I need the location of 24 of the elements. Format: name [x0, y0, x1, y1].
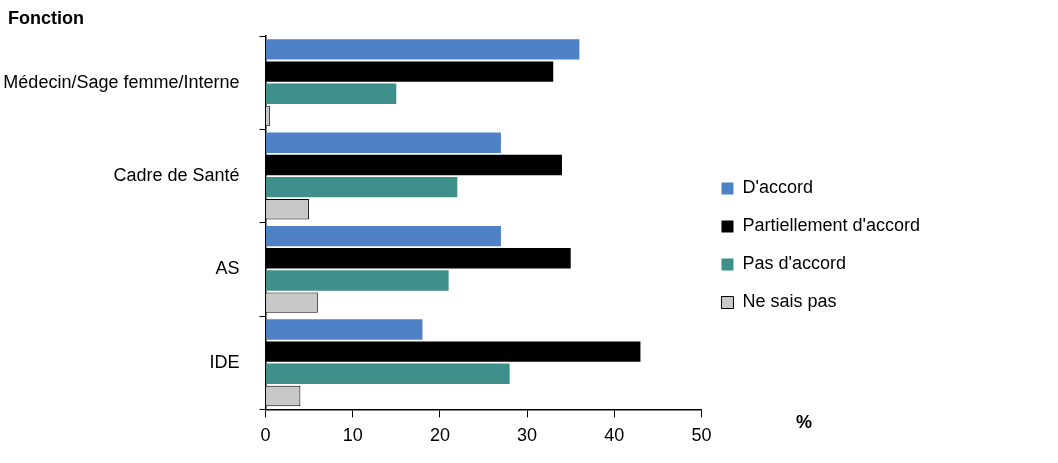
bar — [266, 270, 449, 291]
x-tick-label: 40 — [604, 425, 625, 446]
y-tick-label: Médecin/Sage femme/Interne — [3, 71, 240, 92]
y-tick-label: IDE — [209, 351, 240, 372]
bar — [266, 319, 423, 340]
bar — [266, 132, 501, 153]
x-tick-label: 0 — [260, 425, 271, 446]
bar — [266, 225, 501, 247]
bar — [266, 39, 580, 60]
bar — [266, 363, 510, 385]
legend-label: Partiellement d'accord — [742, 215, 921, 236]
y-axis-title: Fonction — [8, 8, 84, 29]
x-axis-title: % — [796, 412, 813, 433]
bar — [266, 176, 458, 198]
x-tick-label: 20 — [429, 425, 450, 446]
x-tick-label: 10 — [342, 425, 363, 446]
x-tick-label: 30 — [517, 425, 538, 446]
bar — [266, 83, 397, 104]
legend-label: Ne sais pas — [742, 291, 837, 312]
legend-label: D'accord — [742, 177, 813, 198]
x-tick-label: 50 — [691, 425, 712, 446]
legend-label: Pas d'accord — [742, 253, 846, 274]
y-tick-label: AS — [215, 258, 240, 279]
y-tick-label: Cadre de Santé — [113, 164, 240, 185]
